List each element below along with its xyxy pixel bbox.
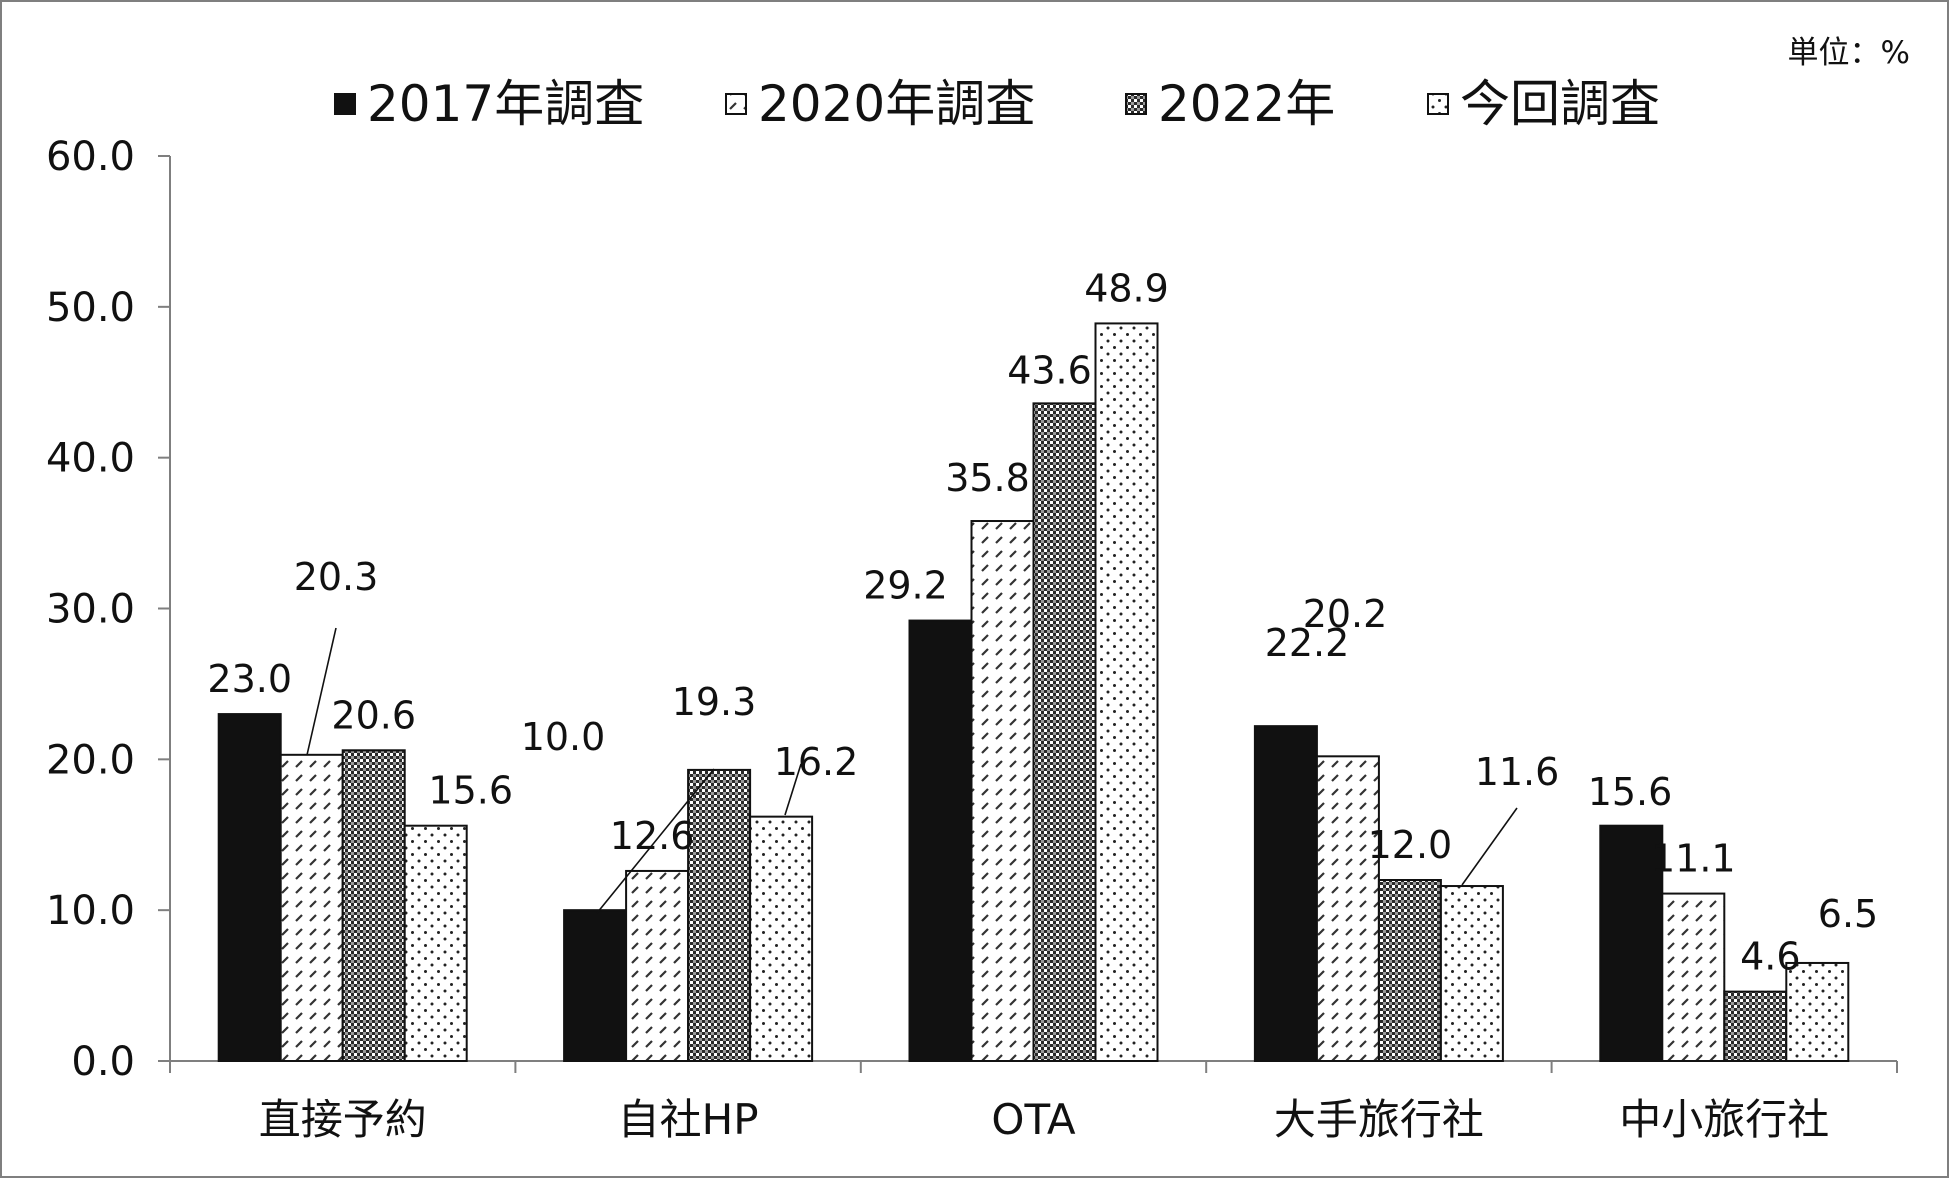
bar [1032,402,1097,1063]
data-label: 19.3 [672,680,757,724]
data-label: 48.9 [1084,266,1169,310]
leader-line [306,627,337,756]
data-label: 4.6 [1740,935,1800,979]
bar [908,619,973,1062]
bar [279,753,344,1063]
bar [563,909,628,1063]
legend: 2017年調査 2020年調査 2022年 今回調査 [334,75,1660,133]
y-tick-label: 50.0 [46,285,135,331]
legend-entry: 2017年調査 [367,75,644,133]
x-category-label: 中小旅行社 [1619,1095,1829,1144]
leader-line [784,763,802,816]
data-label: 20.2 [1303,592,1388,636]
data-label: 11.6 [1475,750,1560,794]
bar [1253,725,1318,1063]
x-category-label: 大手旅行社 [1274,1095,1484,1144]
legend-entry: 2022年 [1158,75,1335,133]
leader-line [596,768,715,914]
axes: 0.0 10.0 20.0 30.0 40.0 50.0 60.0 直接予約 自社HP OTA 大手… [46,134,1898,1144]
y-tick-label: 20.0 [46,737,135,783]
x-category-label: 直接予約 [259,1095,427,1144]
y-tick-label: 10.0 [46,888,135,934]
bar [403,824,468,1063]
data-label: 43.6 [1007,348,1092,392]
data-label: 12.6 [610,814,695,858]
leader-line [1461,807,1518,886]
y-tick-label: 60.0 [46,134,135,180]
y-tick-label: 40.0 [46,436,135,482]
y-tick-label: 30.0 [46,587,135,633]
data-label: 11.1 [1651,837,1736,881]
label-leader-lines [306,627,1518,914]
data-label: 10.0 [521,715,606,759]
data-label: 23.0 [207,657,292,701]
bar [1785,961,1850,1062]
bar [625,869,690,1063]
bar [1661,892,1726,1063]
data-label: 16.2 [774,740,859,784]
legend-swatch [334,93,356,115]
data-labels: 23.0 10.0 29.2 22.2 15.6 20.3 12.6 35.8 20.2 11.1… [207,266,1878,978]
legend-swatch [725,93,747,115]
bar [1439,885,1504,1062]
data-label: 15.6 [428,769,513,813]
bar [341,749,406,1062]
data-label: 20.6 [331,693,416,737]
bar [687,768,752,1062]
data-label: 15.6 [1588,770,1673,814]
legend-swatch [1427,93,1449,115]
bar [1377,879,1442,1062]
bar [1723,990,1788,1062]
legend-entry: 今回調査 [1460,75,1660,133]
bars [217,322,1850,1063]
data-label: 35.8 [945,456,1030,500]
legend-entry: 2020年調査 [758,75,1035,133]
unit-label: 単位：% [1788,35,1910,71]
bar [749,815,814,1063]
bar [970,520,1035,1062]
data-label: 22.2 [1265,621,1350,665]
data-label: 6.5 [1818,892,1878,936]
bar [217,713,282,1062]
bar [1094,322,1159,1062]
bar [1599,824,1664,1063]
legend-swatch [1125,93,1147,115]
bar [1315,755,1380,1062]
x-category-label: OTA [991,1095,1075,1144]
x-category-label: 自社HP [618,1095,759,1144]
data-label: 12.0 [1368,823,1453,867]
data-label: 29.2 [863,564,948,608]
y-tick-label: 0.0 [71,1039,135,1085]
data-label: 20.3 [294,555,379,599]
